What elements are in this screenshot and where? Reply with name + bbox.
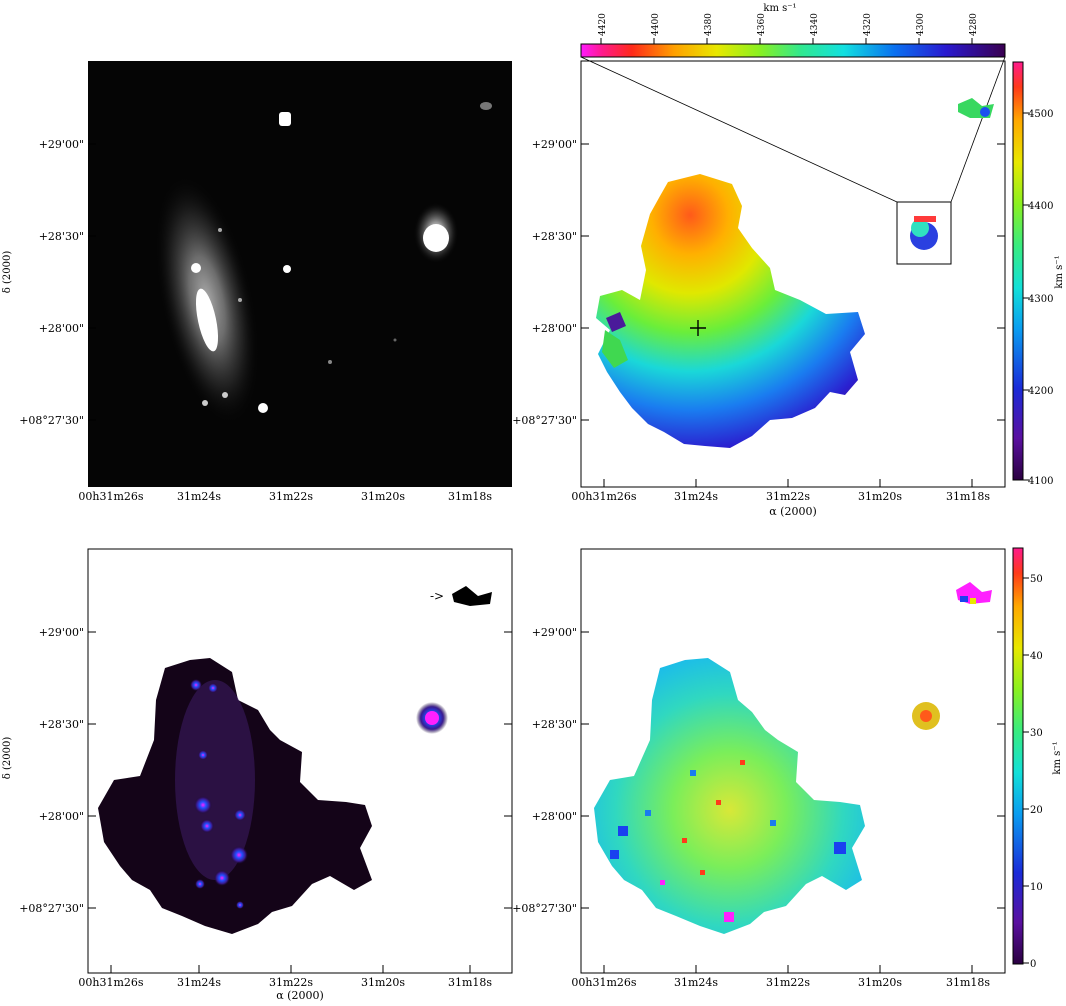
y-tick-label: +28'00" [39, 322, 84, 335]
dispersion-colorbar-tick: 0 [1030, 959, 1036, 970]
monochromatic-emission-map [98, 586, 492, 934]
panel-bottom-right: +29'00" +28'30" +28'00" +08°27'30" 00h31… [512, 547, 1063, 989]
velocity-colorbar [1012, 61, 1024, 481]
y-tick-label: +08°27'30" [19, 414, 84, 427]
x-tick-label: 31m22s [269, 976, 313, 989]
y-tick-label: +28'30" [39, 230, 84, 243]
dispersion-colorbar-tick: 20 [1030, 805, 1043, 816]
inset-colorbar-tick: 4280 [969, 13, 979, 36]
x-axis-label: α (2000) [276, 989, 324, 1002]
x-tick-label: 31m24s [177, 490, 221, 503]
y-tick-label: +28'00" [532, 322, 577, 335]
optical-image-frame [88, 61, 512, 487]
y-tick-label: +29'00" [532, 138, 577, 151]
x-tick-label: 31m24s [674, 976, 718, 989]
panel-top-right: 4420 4400 4380 4360 4340 4320 4300 4280 … [512, 3, 1065, 518]
dispersion-colorbar-tick: 40 [1030, 651, 1043, 662]
zoom-line [580, 56, 898, 203]
dispersion-colorbar-tick: 10 [1030, 882, 1043, 893]
y-tick-label: +28'00" [532, 810, 577, 823]
y-tick-label: +28'30" [532, 230, 577, 243]
inset-colorbar-tick: 4340 [810, 13, 820, 36]
dispersion-colorbar-tick: 50 [1030, 574, 1043, 585]
x-tick-label: 31m22s [269, 490, 313, 503]
x-tick-label: 31m22s [766, 976, 810, 989]
inset-colorbar [580, 43, 1006, 58]
y-tick-label: +29'00" [532, 626, 577, 639]
dispersion-colorbar [1012, 547, 1024, 965]
panel-bottom-left: -> +29'00" +28'30" +28'00" +08°27'30" 00… [2, 548, 513, 1002]
x-tick-label: 31m18s [946, 490, 990, 503]
offset-arrow-label: -> [430, 589, 444, 603]
velocity-colorbar-tick: 4500 [1028, 109, 1053, 120]
center-cross-marker [690, 320, 706, 336]
x-tick-label: 31m18s [448, 490, 492, 503]
x-tick-label: 31m24s [177, 976, 221, 989]
velocity-dispersion-map [594, 582, 992, 934]
inset-colorbar-tick: 4360 [757, 13, 767, 36]
y-axis-label: δ (2000) [2, 737, 13, 780]
y-axis-label: δ (2000) [2, 251, 13, 294]
x-tick-label: 31m20s [858, 490, 902, 503]
x-tick-label: 31m18s [448, 976, 492, 989]
inset-colorbar-tick: 4320 [863, 13, 873, 36]
inset-colorbar-tick: 4300 [916, 13, 926, 36]
x-tick-label: 31m20s [361, 976, 405, 989]
panel-top-left: +29'00" +28'30" +28'00" +08°27'30" 00h31… [2, 61, 512, 503]
y-tick-label: +29'00" [39, 138, 84, 151]
x-tick-label: 31m24s [674, 490, 718, 503]
x-tick-label: 31m20s [858, 976, 902, 989]
y-tick-label: +28'30" [39, 718, 84, 731]
y-tick-label: +08°27'30" [19, 902, 84, 915]
y-tick-label: +08°27'30" [512, 902, 577, 915]
x-tick-label: 00h31m26s [78, 976, 144, 989]
velocity-colorbar-unit: km s⁻¹ [1054, 255, 1065, 288]
dispersion-colorbar-unit: km s⁻¹ [1052, 741, 1063, 774]
inset-colorbar-tick: 4380 [704, 13, 714, 36]
dispersion-colorbar-tick: 30 [1030, 728, 1043, 739]
inset-colorbar-tick: 4400 [651, 13, 661, 36]
velocity-field-map [596, 98, 994, 448]
y-tick-label: +08°27'30" [512, 414, 577, 427]
velocity-colorbar-tick: 4300 [1028, 294, 1053, 305]
zoom-box [896, 201, 952, 265]
velocity-colorbar-tick: 4200 [1028, 386, 1053, 397]
y-tick-label: +28'00" [39, 810, 84, 823]
x-tick-label: 31m20s [361, 490, 405, 503]
velocity-field-frame [580, 60, 1006, 488]
x-tick-label: 00h31m26s [571, 976, 637, 989]
velocity-colorbar-tick: 4100 [1028, 476, 1053, 487]
x-tick-label: 00h31m26s [78, 490, 144, 503]
inset-colorbar-tick: 4420 [598, 13, 608, 36]
velocity-colorbar-tick: 4400 [1028, 201, 1053, 212]
x-tick-label: 00h31m26s [571, 490, 637, 503]
y-tick-label: +29'00" [39, 626, 84, 639]
optical-galaxy-image [155, 102, 492, 423]
x-axis-label: α (2000) [769, 505, 817, 518]
y-tick-label: +28'30" [532, 718, 577, 731]
x-tick-label: 31m22s [766, 490, 810, 503]
x-tick-label: 31m18s [946, 976, 990, 989]
zoom-line [950, 56, 1006, 203]
inset-colorbar-unit: km s⁻¹ [763, 3, 796, 14]
